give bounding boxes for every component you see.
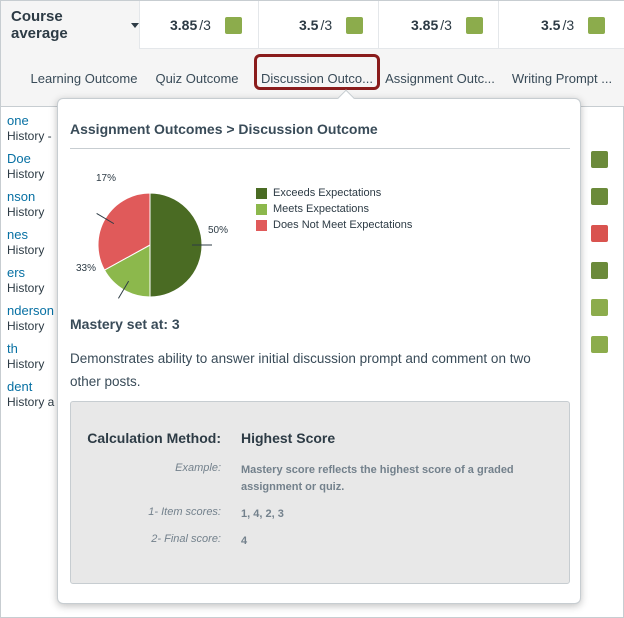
student-name-link[interactable]: nson xyxy=(7,189,36,204)
chevron-down-icon xyxy=(131,22,139,28)
student-row: one History - xyxy=(1,108,57,146)
mastery-square-icon xyxy=(591,151,608,168)
legend-label: Exceeds Expectations xyxy=(273,187,382,199)
mastery-square-icon xyxy=(588,16,606,34)
student-name-link[interactable]: nderson xyxy=(7,303,54,318)
average-score: 3.5 xyxy=(299,17,319,33)
average-denominator: /3 xyxy=(320,17,333,33)
legend-swatch xyxy=(256,203,267,215)
student-section: History xyxy=(7,281,45,295)
writing-prompt-scores xyxy=(591,151,611,373)
course-average-label: Course average xyxy=(11,8,68,42)
mastery-level: Mastery set at: 3 xyxy=(70,316,180,332)
average-score: 3.5 xyxy=(541,17,561,33)
average-score: 3.85 xyxy=(411,17,439,33)
student-section: History xyxy=(7,205,45,219)
student-row: ers History xyxy=(1,260,57,298)
average-denominator: /3 xyxy=(562,17,575,33)
mastery-square-icon xyxy=(465,16,483,34)
average-denominator: /3 xyxy=(199,17,211,33)
pie-data-label: 50% xyxy=(208,225,228,236)
mastery-square-icon xyxy=(591,299,608,316)
student-name-link[interactable]: Doe xyxy=(7,151,31,166)
average-cell-2: 3.5 /3 xyxy=(258,1,378,49)
student-row: Doe History xyxy=(1,146,57,184)
average-cell-3: 3.85 /3 xyxy=(378,1,498,49)
student-section: History xyxy=(7,357,45,371)
highlight-outline xyxy=(254,54,380,90)
legend-item: Does Not Meet Expectations xyxy=(256,217,412,233)
example-label: Example: xyxy=(175,462,221,474)
student-row: nderson History xyxy=(1,298,57,336)
student-row: dent History a xyxy=(1,374,57,412)
pie-data-label: 17% xyxy=(96,173,116,184)
chart-legend: Exceeds Expectations Meets Expectations … xyxy=(256,185,412,233)
average-denominator: /3 xyxy=(440,17,452,33)
student-section: History xyxy=(7,243,45,257)
item-scores-label: 1- Item scores: xyxy=(148,506,221,518)
mastery-square-icon xyxy=(346,16,364,34)
mastery-square-icon xyxy=(591,225,608,242)
mastery-square-icon xyxy=(591,188,608,205)
calculation-method-value: Highest Score xyxy=(241,430,336,446)
student-name-link[interactable]: one xyxy=(7,113,29,128)
calculation-method-label: Calculation Method: xyxy=(87,430,221,446)
student-section: History xyxy=(7,319,45,333)
item-scores-value: 1, 4, 2, 3 xyxy=(241,508,284,520)
student-row: nes History xyxy=(1,222,57,260)
legend-label: Does Not Meet Expectations xyxy=(273,219,413,231)
student-name-link[interactable]: th xyxy=(7,341,18,356)
student-name-link[interactable]: ers xyxy=(7,265,26,280)
outcome-description: Demonstrates ability to answer initial d… xyxy=(70,351,531,389)
pie-data-label: 33% xyxy=(76,263,96,274)
pie-leader-line xyxy=(118,280,130,299)
student-section: History xyxy=(7,167,45,181)
student-row: th History xyxy=(1,336,57,374)
pie-leader-line xyxy=(96,213,115,225)
legend-item: Exceeds Expectations xyxy=(256,185,412,201)
legend-label: Meets Expectations xyxy=(273,203,369,215)
mastery-square-icon xyxy=(591,336,608,353)
legend-swatch xyxy=(256,219,267,231)
student-section: History a xyxy=(7,395,55,409)
legend-swatch xyxy=(256,187,267,199)
mastery-square-icon xyxy=(224,16,242,34)
student-row: nson History xyxy=(1,184,57,222)
final-score-label: 2- Final score: xyxy=(151,533,221,545)
column-header-assignment-outcome[interactable]: Assignment Outc... xyxy=(385,70,495,86)
course-average-row: Course average 3.85 /3 3.5 /3 3.85 /3 3.… xyxy=(1,1,624,49)
final-score-value: 4 xyxy=(241,535,248,547)
average-cell-1: 3.85 /3 xyxy=(139,1,258,49)
popover-title: Assignment Outcomes > Discussion Outcome xyxy=(70,121,378,137)
outcome-popover: Assignment Outcomes > Discussion Outcome… xyxy=(57,89,581,604)
calculation-method-box: Calculation Method: Highest Score Exampl… xyxy=(70,401,570,584)
column-header-writing-prompt[interactable]: Writing Prompt ... xyxy=(511,70,613,86)
student-section: History - xyxy=(7,129,52,143)
column-header-learning-outcome[interactable]: Learning Outcome xyxy=(30,70,138,86)
average-score: 3.85 xyxy=(170,17,198,33)
average-cell-4: 3.5 /3 xyxy=(498,1,624,49)
student-name-link[interactable]: nes xyxy=(7,227,28,242)
course-average-dropdown[interactable]: Course average xyxy=(1,1,139,49)
example-value: Mastery score reflects the highest score… xyxy=(241,464,514,493)
mastery-square-icon xyxy=(591,262,608,279)
legend-item: Meets Expectations xyxy=(256,201,412,217)
divider xyxy=(70,148,570,149)
student-list: one History - Doe History nson History n… xyxy=(1,108,57,412)
column-header-discussion-outcome[interactable]: Discussion Outco... xyxy=(261,70,373,86)
student-name-link[interactable]: dent xyxy=(7,379,33,394)
outcome-pie-chart: 50% 17% 33% xyxy=(76,173,228,299)
column-header-quiz-outcome[interactable]: Quiz Outcome xyxy=(155,70,239,86)
